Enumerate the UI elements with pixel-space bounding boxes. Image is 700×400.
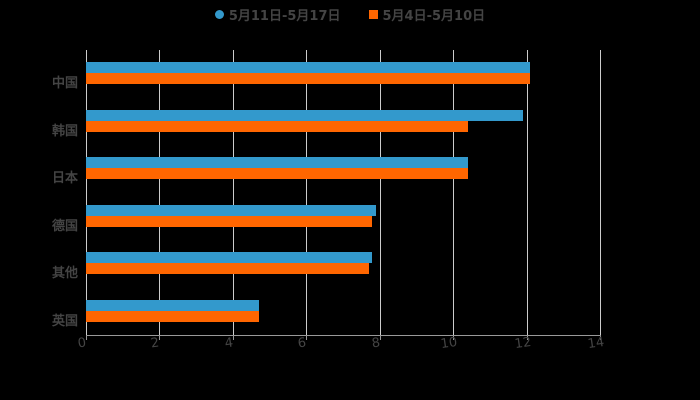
gridline [453,50,455,335]
gridline [600,50,601,335]
bar[interactable] [86,252,373,263]
bar[interactable] [86,157,468,168]
legend-label: 5月4日-5月10日 [382,8,486,24]
gridline [232,50,234,335]
x-tick [159,335,161,340]
bar[interactable] [86,120,468,132]
gridline [159,50,161,335]
x-tick-label: 14 [586,334,606,353]
x-tick-label: 8 [370,335,381,352]
legend-marker-circle-icon [214,9,224,19]
x-tick-label: 12 [513,334,532,353]
gridline [526,50,528,335]
y-category-label: 其他 [51,266,78,281]
gridline [306,50,308,335]
x-tick [600,335,601,340]
x-axis-line [86,335,600,336]
chart-legend: 5月11日-5月17日 5月4日-5月10日 [0,4,700,24]
bar[interactable] [86,299,259,311]
bar[interactable] [86,168,468,179]
gridline [86,50,87,335]
y-category-label: 中国 [51,76,78,91]
y-category-label: 韩国 [51,123,78,139]
x-tick-label: 4 [223,335,234,352]
legend-label: 5月11日-5月17日 [228,8,341,24]
x-tick [86,335,87,340]
bar[interactable] [86,310,259,322]
y-category-label: 德国 [51,218,78,234]
bar[interactable] [86,73,531,84]
legend-item-series-1[interactable]: 5月11日-5月17日 [214,4,341,24]
bar[interactable] [86,215,373,227]
bar[interactable] [86,62,531,73]
bar[interactable] [86,204,377,216]
x-tick [306,335,308,340]
x-tick [453,335,455,340]
x-tick-label: 10 [439,334,459,353]
x-tick [232,335,234,340]
x-tick [526,335,528,340]
y-category-label: 英国 [51,313,78,329]
legend-item-series-2[interactable]: 5月4日-5月10日 [368,4,486,24]
legend-marker-square-icon [368,9,378,19]
x-tick [379,335,381,340]
bar[interactable] [86,109,523,121]
bar[interactable] [86,263,369,274]
gridline [379,50,381,335]
y-category-label: 日本 [51,171,78,186]
